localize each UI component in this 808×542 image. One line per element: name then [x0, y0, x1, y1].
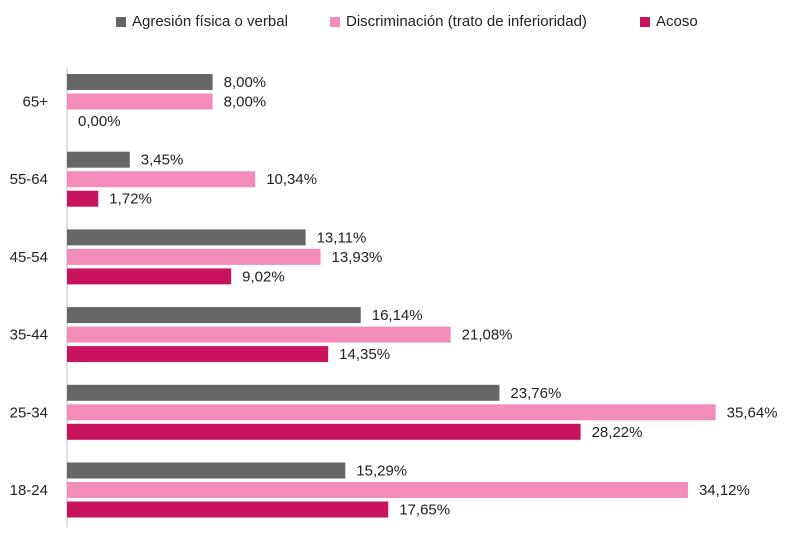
bar-acoso: [67, 190, 99, 207]
data-label: 23,76%: [510, 385, 561, 402]
bar-acoso: [67, 268, 232, 285]
category-label: 18-24: [10, 482, 48, 499]
data-label: 0,00%: [78, 113, 121, 130]
data-label: 35,64%: [727, 404, 778, 421]
category-label: 55-64: [10, 171, 48, 188]
data-label: 15,29%: [356, 463, 407, 480]
data-label: 9,02%: [242, 268, 285, 285]
bar-discriminación: [67, 171, 256, 188]
legend-item-acoso: Acoso: [640, 13, 698, 30]
data-label: 10,34%: [266, 171, 317, 188]
data-label: 28,22%: [592, 424, 643, 441]
legend-swatch-agresion: [116, 16, 126, 27]
data-label: 17,65%: [399, 502, 450, 519]
legend-label-discriminacion: Discriminación (trato de inferioridad): [346, 13, 587, 30]
data-label: 34,12%: [699, 482, 750, 499]
bar-agresión: [67, 384, 500, 401]
legend-label-agresion: Agresión física o verbal: [132, 13, 288, 30]
data-label: 13,11%: [317, 229, 367, 246]
data-label: 3,45%: [141, 152, 184, 169]
bar-discriminación: [67, 404, 716, 421]
category-label: 45-54: [10, 249, 48, 266]
bar-agresión: [67, 74, 213, 90]
legend-label-acoso: Acoso: [656, 13, 698, 30]
data-label: 16,14%: [372, 307, 423, 324]
bar-agresión: [67, 151, 130, 168]
legend-item-discriminacion: Discriminación (trato de inferioridad): [330, 13, 587, 30]
bar-discriminación: [67, 326, 451, 343]
bar-agresión: [67, 229, 306, 246]
data-label: 8,00%: [224, 74, 267, 91]
bar-agresión: [67, 307, 361, 324]
category-label: 35-44: [10, 327, 48, 344]
bar-acoso: [67, 501, 389, 518]
data-label: 8,00%: [224, 94, 267, 111]
bar-acoso: [67, 423, 581, 440]
data-label: 14,35%: [339, 346, 390, 363]
bar-agresión: [67, 462, 346, 479]
legend-swatch-acoso: [640, 16, 650, 27]
bar-acoso: [67, 346, 329, 363]
data-label: 21,08%: [462, 327, 513, 344]
bar-discriminación: [67, 482, 688, 498]
data-label: 13,93%: [332, 249, 383, 266]
category-label: 65+: [23, 94, 49, 111]
category-label: 25-34: [10, 404, 48, 421]
data-label: 1,72%: [109, 191, 152, 208]
bar-discriminación: [67, 248, 321, 265]
legend-swatch-discriminacion: [330, 16, 340, 27]
legend-item-agresion: Agresión física o verbal: [116, 13, 288, 30]
bar-discriminación: [67, 93, 213, 110]
legend: Agresión física o verbal Discriminación …: [0, 13, 808, 35]
